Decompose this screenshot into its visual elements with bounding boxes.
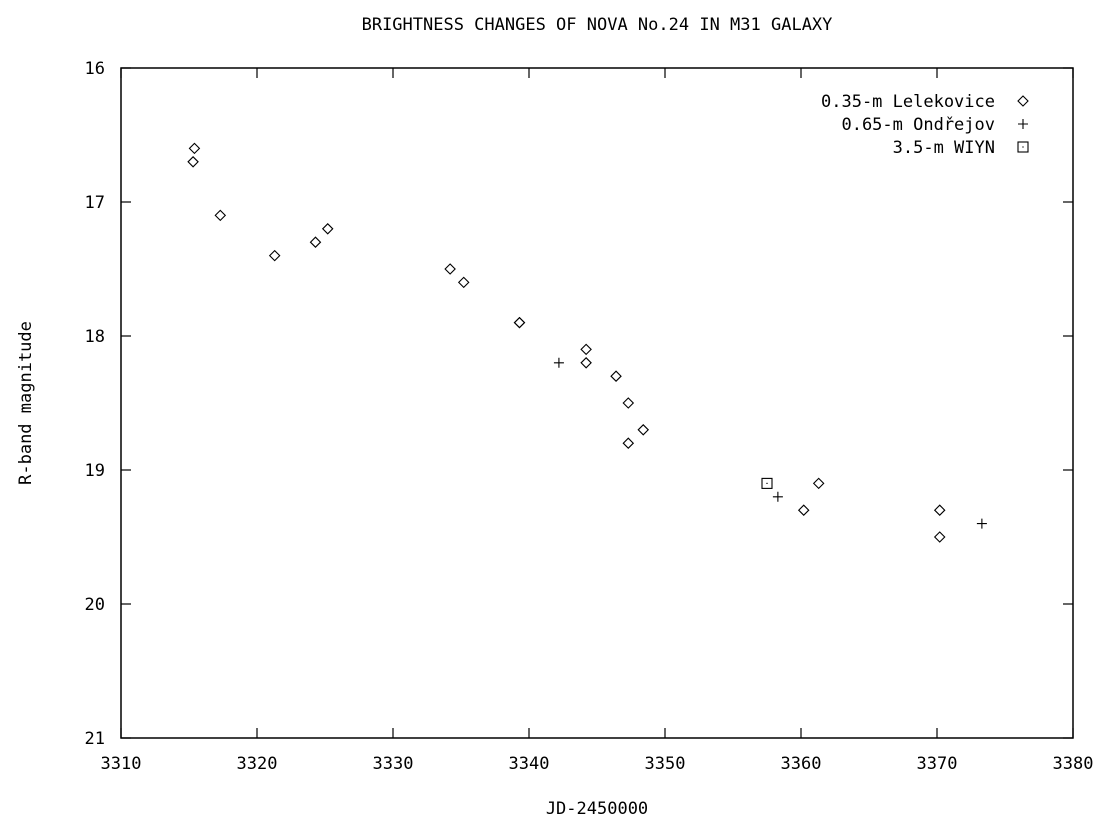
x-axis-title: JD-2450000 [546,799,648,819]
y-tick-label: 16 [85,59,105,79]
square-outline [1017,141,1029,153]
plus-data-point [553,357,564,368]
diamond-data-point [188,142,201,155]
diamond-data-point [637,424,650,436]
diamond-data-point [933,531,946,543]
diamond-data-point [187,156,199,168]
y-tick-label: 21 [85,729,105,749]
diamond-data-point [513,316,526,329]
square-center-dot [1022,146,1024,148]
y-tick-label: 19 [85,461,105,481]
axis-ticks [120,67,1074,739]
legend-diamond-marker [1017,95,1029,107]
legend-label: 0.35-m Lelekovice [821,92,995,112]
diamond-data-point [622,437,635,449]
square-outline [761,477,773,489]
x-tick-label: 3350 [645,754,686,774]
y-tick-labels: 16 17 18 19 20 21 [85,59,105,749]
x-tick-labels: 3310 3320 3330 3340 3350 3360 3370 3380 [101,754,1094,774]
data-points [187,142,987,543]
diamond-data-point [513,316,526,329]
diamond-data-point [214,209,227,222]
square-data-point [761,477,773,489]
diamond-data-point [812,477,825,490]
x-tick-label: 3330 [373,754,414,774]
x-tick-label: 3310 [101,754,142,774]
diamond-data-point [933,504,946,516]
y-tick-label: 20 [85,595,105,615]
x-tick-label: 3340 [509,754,550,774]
y-tick-label: 17 [85,193,105,213]
legend-label: 0.65-m Ondřejov [841,115,995,135]
diamond-data-point [321,223,334,235]
x-tick-label: 3360 [781,754,822,774]
square-center-dot [766,482,768,484]
plot-frame [120,67,1074,739]
plus-data-point [772,491,783,502]
diamond-data-point [268,249,281,262]
diamond-data-point [622,397,635,409]
diamond-data-point [580,343,592,356]
legend-plus-marker [1018,119,1028,129]
y-tick-label: 18 [85,327,105,347]
diamond-data-point [797,504,810,516]
legend-square-marker [1017,141,1029,153]
x-tick-label: 3370 [917,754,958,774]
diamond-data-point [457,276,470,289]
chart-title: BRIGHTNESS CHANGES OF NOVA No.24 IN M31 … [362,15,833,35]
x-tick-label: 3380 [1053,754,1094,774]
legend: 0.35-m Lelekovice 0.65-m Ondřejov 3.5-m WI… [821,92,1029,158]
diamond-data-point [580,357,592,369]
legend-label: 3.5-m WIYN [893,138,995,158]
y-axis-title: R-band magnitude [16,321,36,485]
x-tick-label: 3320 [237,754,278,774]
diamond-data-point [610,370,622,382]
plus-data-point [976,518,987,529]
diamond-data-point [309,236,322,248]
diamond-data-point [444,263,456,275]
